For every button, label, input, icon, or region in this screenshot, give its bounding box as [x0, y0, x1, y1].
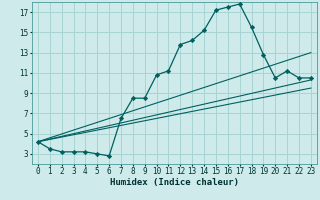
- X-axis label: Humidex (Indice chaleur): Humidex (Indice chaleur): [110, 178, 239, 187]
